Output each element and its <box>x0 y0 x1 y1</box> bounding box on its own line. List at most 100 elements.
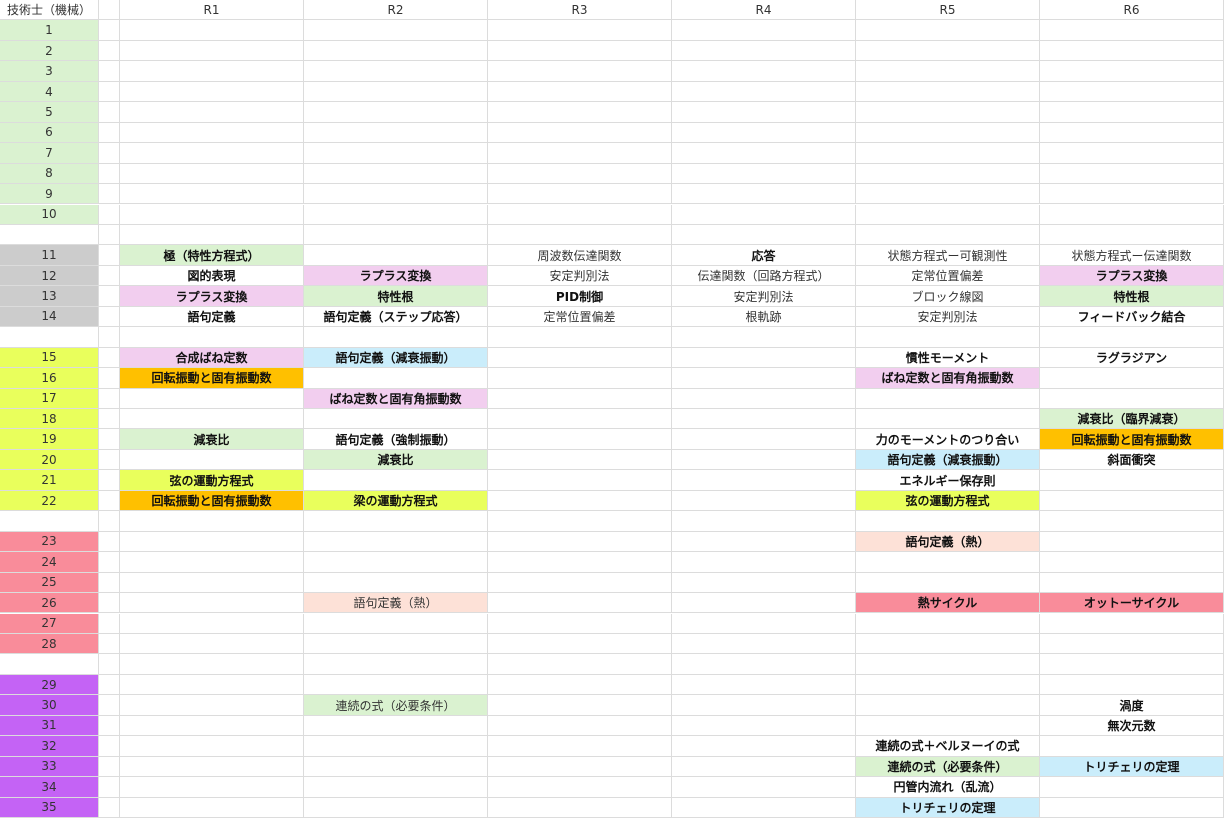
topic-cell: 周波数伝達関数 <box>488 245 672 266</box>
row-label: 7 <box>0 143 99 164</box>
blank-cell <box>304 654 488 675</box>
blank-cell <box>488 654 672 675</box>
blank-cell <box>304 511 488 532</box>
empty-cell <box>488 409 672 430</box>
blank-cell <box>488 511 672 532</box>
blank-cell <box>304 327 488 348</box>
row-label: 32 <box>0 736 99 757</box>
empty-cell <box>488 531 672 553</box>
empty-cell <box>488 122 672 144</box>
empty-cell <box>1040 797 1224 818</box>
topic-cell: 慣性モーメント <box>856 347 1040 369</box>
empty-cell <box>304 797 488 818</box>
blank-cell <box>99 572 120 594</box>
empty-cell <box>120 388 304 409</box>
empty-cell <box>488 163 672 185</box>
topic-cell: 定常位置偏差 <box>856 265 1040 287</box>
topic-cell: フィードバック結合 <box>1040 306 1224 328</box>
row-label: 16 <box>0 368 99 389</box>
topic-cell: 回転振動と固有振動数 <box>120 490 304 512</box>
topic-cell: 合成ばね定数 <box>120 347 304 369</box>
row-label: 30 <box>0 695 99 716</box>
blank-cell <box>488 327 672 348</box>
empty-cell <box>672 184 856 205</box>
empty-cell <box>672 102 856 123</box>
blank-cell <box>0 654 99 675</box>
blank-cell <box>99 184 120 205</box>
blank-cell <box>120 224 304 246</box>
topic-cell: 回転振動と固有振動数 <box>1040 429 1224 450</box>
topic-cell: ブロック線図 <box>856 286 1040 307</box>
row-label: 19 <box>0 429 99 450</box>
empty-cell <box>672 715 856 737</box>
blank-cell <box>856 224 1040 246</box>
row-label: 15 <box>0 347 99 369</box>
empty-cell <box>856 613 1040 634</box>
empty-cell <box>672 81 856 103</box>
row-label: 13 <box>0 286 99 307</box>
topic-cell: 連続の式＋ベルヌーイの式 <box>856 736 1040 757</box>
row-label: 18 <box>0 409 99 430</box>
row-label: 21 <box>0 470 99 491</box>
empty-cell <box>304 245 488 266</box>
empty-cell <box>304 552 488 573</box>
empty-cell <box>304 143 488 164</box>
topic-cell: 状態方程式ー伝達関数 <box>1040 245 1224 266</box>
empty-cell <box>856 40 1040 62</box>
empty-cell <box>856 61 1040 82</box>
blank-cell <box>99 327 120 348</box>
topic-cell: 語句定義（ステップ応答） <box>304 306 488 328</box>
blank-cell <box>99 715 120 737</box>
empty-cell <box>1040 368 1224 389</box>
empty-cell <box>856 204 1040 225</box>
empty-cell <box>672 40 856 62</box>
row-label: 1 <box>0 20 99 41</box>
empty-cell <box>488 715 672 737</box>
empty-cell <box>1040 122 1224 144</box>
empty-cell <box>488 347 672 369</box>
row-label: 4 <box>0 81 99 103</box>
empty-cell <box>1040 163 1224 185</box>
empty-cell <box>672 20 856 41</box>
empty-cell <box>488 40 672 62</box>
topic-cell: 特性根 <box>1040 286 1224 307</box>
empty-cell <box>672 388 856 409</box>
topic-cell: 安定判別法 <box>488 265 672 287</box>
empty-cell <box>304 102 488 123</box>
blank-cell <box>672 511 856 532</box>
empty-cell <box>672 470 856 491</box>
empty-cell <box>856 633 1040 655</box>
empty-cell <box>672 674 856 696</box>
empty-cell <box>1040 613 1224 634</box>
empty-cell <box>856 81 1040 103</box>
empty-cell <box>120 633 304 655</box>
empty-cell <box>304 81 488 103</box>
empty-cell <box>120 40 304 62</box>
blank-cell <box>672 224 856 246</box>
blank-cell <box>99 204 120 225</box>
empty-cell <box>672 756 856 778</box>
empty-cell <box>120 777 304 798</box>
blank-cell <box>99 245 120 266</box>
empty-cell <box>856 572 1040 594</box>
topic-cell: トリチェリの定理 <box>1040 756 1224 778</box>
blank-cell <box>99 306 120 328</box>
empty-cell <box>120 695 304 716</box>
topic-cell: 無次元数 <box>1040 715 1224 737</box>
blank-cell <box>99 633 120 655</box>
blank-cell <box>856 511 1040 532</box>
empty-cell <box>1040 633 1224 655</box>
empty-cell <box>1040 674 1224 696</box>
topic-cell: 状態方程式ー可観測性 <box>856 245 1040 266</box>
empty-cell <box>856 143 1040 164</box>
blank-cell <box>1040 511 1224 532</box>
empty-cell <box>672 695 856 716</box>
row-label: 8 <box>0 163 99 185</box>
column-header: R3 <box>488 0 672 21</box>
blank-cell <box>120 654 304 675</box>
empty-cell <box>488 633 672 655</box>
row-label: 3 <box>0 61 99 82</box>
blank-cell <box>99 347 120 369</box>
empty-cell <box>304 409 488 430</box>
empty-cell <box>120 184 304 205</box>
